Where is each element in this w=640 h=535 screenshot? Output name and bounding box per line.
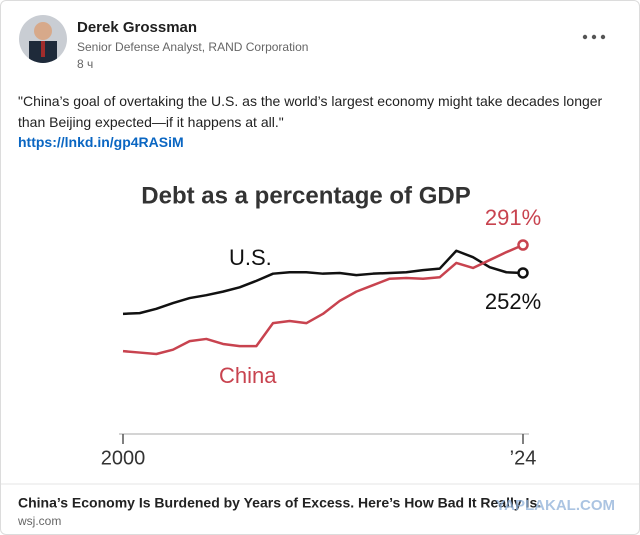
end-marker bbox=[517, 239, 529, 251]
watermark: YAPLAKAL.COM bbox=[496, 497, 615, 514]
end-marker bbox=[517, 267, 529, 279]
series-label: U.S. bbox=[229, 245, 272, 270]
post-time: 8 ч bbox=[77, 57, 93, 71]
author-headline: Senior Defense Analyst, RAND Corporation bbox=[77, 40, 308, 54]
series-line bbox=[122, 243, 524, 356]
post-text: "China’s goal of overtaking the U.S. as … bbox=[18, 93, 603, 130]
x-tick-label: 2000 bbox=[101, 447, 146, 469]
end-label: 252% bbox=[485, 289, 541, 314]
more-menu[interactable] bbox=[582, 34, 606, 40]
article-source: wsj.com bbox=[17, 514, 61, 528]
post-link[interactable]: https://lnkd.in/gp4RASiM bbox=[18, 134, 184, 150]
end-label: 291% bbox=[485, 205, 541, 230]
article-title[interactable]: China’s Economy Is Burdened by Years of … bbox=[18, 495, 541, 511]
x-tick-label: ’24 bbox=[510, 447, 537, 469]
author-name[interactable]: Derek Grossman bbox=[77, 19, 197, 36]
series-line bbox=[122, 249, 524, 316]
series-label: China bbox=[219, 363, 277, 388]
avatar[interactable] bbox=[19, 15, 67, 67]
chart-title: Debt as a percentage of GDP bbox=[141, 182, 470, 209]
